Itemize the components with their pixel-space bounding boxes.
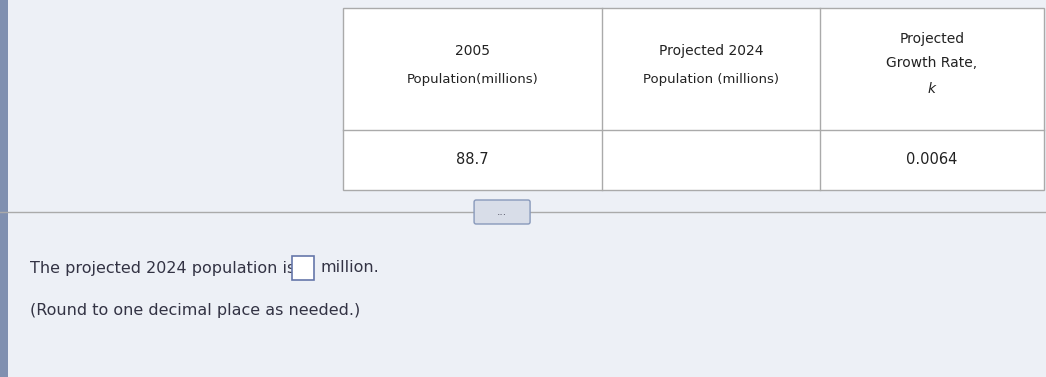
Text: Growth Rate,: Growth Rate, [886, 56, 977, 70]
Text: 0.0064: 0.0064 [906, 153, 957, 167]
Bar [0, 210, 1046, 377]
Text: The projected 2024 population is: The projected 2024 population is [30, 261, 295, 276]
Text: million.: million. [320, 261, 379, 276]
Text: (Round to one decimal place as needed.): (Round to one decimal place as needed.) [30, 302, 360, 317]
Bar [292, 256, 314, 280]
Text: Projected: Projected [900, 32, 964, 46]
Text: Population(millions): Population(millions) [407, 72, 539, 86]
Text: Population (millions): Population (millions) [643, 72, 779, 86]
Bar [0, 0, 8, 377]
FancyBboxPatch shape [474, 200, 530, 224]
Bar [343, 8, 1044, 190]
Text: Projected 2024: Projected 2024 [659, 44, 764, 58]
Text: 88.7: 88.7 [456, 153, 490, 167]
Text: 2005: 2005 [455, 44, 491, 58]
Text: k: k [928, 82, 936, 96]
Bar [0, 0, 1046, 210]
Text: ...: ... [497, 207, 507, 217]
